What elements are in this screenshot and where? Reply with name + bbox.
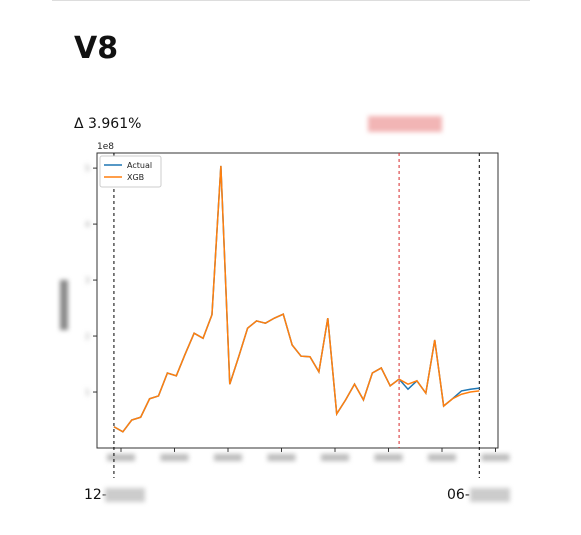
blurred-x-tick-label — [214, 454, 242, 461]
y-tick-label: 3 — [85, 276, 90, 285]
y-tick-label: 5 — [85, 164, 90, 173]
legend: Actual XGB — [99, 155, 162, 188]
series-line — [113, 165, 480, 433]
blurred-x-tick-label — [428, 454, 456, 461]
page-title: V8 — [74, 31, 118, 66]
plot-frame — [96, 152, 499, 449]
delta: Δ 3.961% — [74, 116, 141, 132]
blurred-x-tick-label — [160, 454, 189, 461]
blurred-x-tick-label — [267, 454, 296, 461]
blurred-axis-label — [60, 280, 68, 330]
legend-label: Actual — [127, 161, 152, 170]
blurred-x-tick-label — [481, 454, 510, 461]
blurred-date — [105, 488, 145, 502]
blurred-date — [470, 488, 510, 502]
axis-multiplier: 1e8 — [97, 142, 114, 152]
legend-label: XGB — [127, 173, 144, 182]
y-tick-label: 2 — [85, 332, 90, 341]
y-tick-label: 1 — [85, 388, 90, 397]
end-label: 06- — [447, 487, 470, 503]
start-label: 12- — [84, 487, 107, 503]
blurred-x-tick-label — [107, 454, 135, 461]
blurred-label — [368, 116, 442, 132]
legend-box — [99, 155, 162, 188]
y-tick-label: 4 — [85, 220, 90, 229]
blurred-x-tick-label — [374, 454, 403, 461]
blurred-x-tick-label — [321, 454, 349, 461]
